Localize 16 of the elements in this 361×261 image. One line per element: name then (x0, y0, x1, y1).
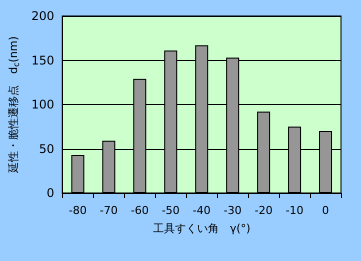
y-tick-label: 200 (31, 9, 54, 23)
y-tick-label: 50 (39, 142, 54, 156)
y-tick-label: 150 (31, 53, 54, 68)
x-tick-label: -30 (224, 204, 242, 217)
x-tick-label: -40 (192, 204, 211, 217)
y-axis-title: 延性・脆性遷移点 dc(nm) (7, 36, 21, 174)
y-tick-label: 100 (31, 98, 54, 112)
x-tick-label: -20 (254, 204, 273, 217)
x-tick-label: -70 (100, 204, 118, 217)
x-axis-title: 工具すくい角 γ(°) (152, 222, 250, 235)
y-tick-label: 0 (46, 186, 54, 200)
x-tick-label: 0 (322, 204, 330, 217)
x-tick-label: -50 (162, 204, 180, 217)
x-tick-label: -10 (286, 204, 304, 217)
x-tick-label: -80 (68, 204, 87, 217)
x-tick-label: -60 (130, 204, 149, 217)
